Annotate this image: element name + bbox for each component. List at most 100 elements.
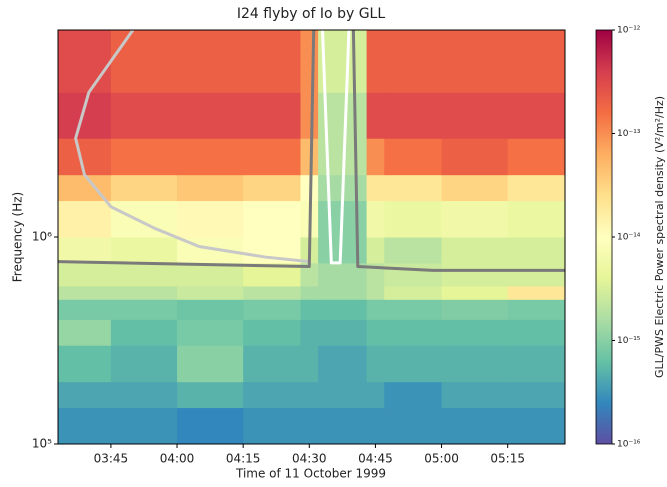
cell (366, 381, 385, 409)
cell (243, 30, 301, 93)
cell (58, 345, 112, 383)
cell (243, 381, 301, 409)
cell (441, 345, 509, 383)
cell (110, 92, 178, 139)
x-axis-label: Time of 11 October 1999 (235, 467, 386, 481)
cell (318, 299, 368, 320)
cell (177, 92, 244, 139)
cell (441, 381, 509, 409)
cell (177, 381, 244, 409)
colorbar-tick-label: 10⁻¹² (617, 26, 641, 36)
cell (177, 345, 244, 383)
cell (318, 381, 368, 409)
cell (243, 92, 301, 139)
cell (300, 381, 319, 409)
cell (441, 407, 509, 445)
cell (366, 92, 385, 139)
y-axis-label: Frequency (Hz) (11, 192, 25, 283)
cell (243, 174, 301, 202)
cell (441, 138, 509, 176)
cell (300, 299, 319, 320)
cell (384, 92, 443, 139)
cell (58, 285, 112, 300)
cell (177, 174, 244, 202)
cell (441, 299, 509, 320)
cell (110, 319, 178, 346)
cell (177, 407, 244, 445)
cell (507, 299, 566, 320)
cell (110, 285, 178, 300)
cell (366, 237, 385, 264)
cell (507, 92, 566, 139)
cell (384, 174, 443, 202)
cell (384, 319, 443, 346)
colorbar-frame (595, 29, 613, 445)
cell (58, 381, 112, 409)
cell (243, 285, 301, 300)
x-tick-label: 03:45 (94, 452, 129, 466)
colorbar-tick-label: 10⁻¹³ (617, 129, 641, 139)
heatmap (58, 30, 566, 445)
cell (507, 345, 566, 383)
cell (58, 407, 112, 445)
cell (177, 319, 244, 346)
cell (384, 30, 443, 93)
cell (441, 92, 509, 139)
cell (58, 237, 112, 264)
cell (300, 92, 319, 139)
cell (177, 138, 244, 176)
x-tick-label: 04:45 (358, 452, 393, 466)
cell (384, 200, 443, 238)
cell (110, 30, 178, 93)
cell (366, 174, 385, 202)
cell (507, 237, 566, 264)
cell (441, 174, 509, 202)
cell (441, 200, 509, 238)
cell (58, 299, 112, 320)
cell (243, 200, 301, 238)
cell (177, 285, 244, 300)
cell (110, 200, 178, 238)
cell (110, 345, 178, 383)
cell (177, 299, 244, 320)
cell (366, 30, 385, 93)
colorbar-tick-label: 10⁻¹⁵ (617, 336, 641, 346)
colorbar-tick-label: 10⁻¹⁴ (617, 233, 641, 243)
cell (441, 237, 509, 264)
cell (110, 237, 178, 264)
cell (384, 381, 443, 409)
cell (366, 407, 385, 445)
cell (366, 299, 385, 320)
cell (243, 262, 301, 287)
colorbar-tick-label: 10⁻¹⁶ (617, 440, 641, 450)
cell (366, 138, 385, 176)
cell (318, 237, 368, 264)
x-tick-label: 04:00 (160, 452, 195, 466)
cell (507, 200, 566, 238)
chart-title: I24 flyby of Io by GLL (237, 6, 385, 22)
cell (441, 30, 509, 93)
cell (366, 200, 385, 238)
cell (507, 30, 566, 93)
cell (507, 319, 566, 346)
cell (58, 92, 112, 139)
x-tick-label: 05:15 (490, 452, 525, 466)
cell (507, 381, 566, 409)
cell (177, 200, 244, 238)
cell (366, 319, 385, 346)
cell (384, 138, 443, 176)
trace-line (57, 29, 565, 272)
cell (300, 285, 319, 300)
cell (243, 345, 301, 383)
cell (318, 345, 368, 383)
cell (384, 407, 443, 445)
x-tick-label: 04:30 (292, 452, 327, 466)
x-tick-label: 05:00 (424, 452, 459, 466)
cell (384, 285, 443, 300)
cell (300, 345, 319, 383)
cell (243, 138, 301, 176)
cell (384, 237, 443, 264)
cell (318, 407, 368, 445)
cell (110, 299, 178, 320)
